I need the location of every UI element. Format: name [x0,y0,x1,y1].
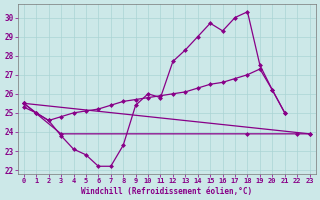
X-axis label: Windchill (Refroidissement éolien,°C): Windchill (Refroidissement éolien,°C) [81,187,252,196]
